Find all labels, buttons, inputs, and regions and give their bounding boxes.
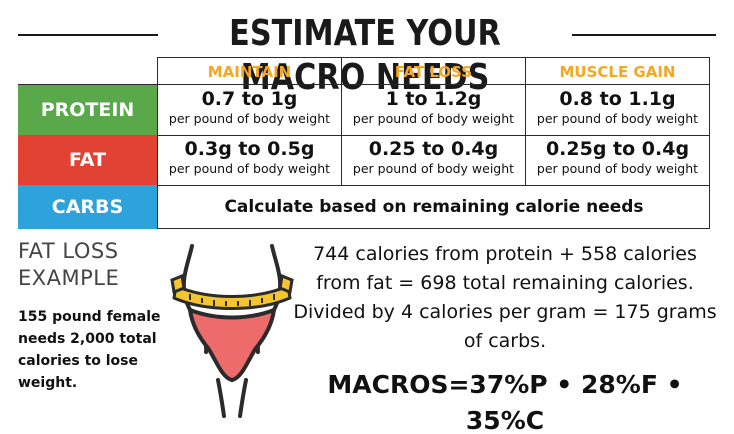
title-row: ESTIMATE YOUR MACRO NEEDS xyxy=(0,8,734,98)
cell-unit: per pound of body weight xyxy=(536,161,699,176)
cell-value: 0.25g to 0.4g xyxy=(545,138,690,160)
macro-table: MAINTAIN FAT LOSS MUSCLE GAIN PROTEIN FA… xyxy=(18,57,710,229)
grid-line-col2 xyxy=(525,57,526,185)
cell-value: 0.7 to 1g xyxy=(201,88,298,110)
grid-line-row1 xyxy=(18,135,710,136)
grid-line-col1 xyxy=(341,57,342,185)
column-header-maintain: MAINTAIN xyxy=(207,63,292,81)
protein-muscle-gain-cell: 0.8 to 1.1g per pound of body weight xyxy=(526,87,709,127)
example-title-line-1: FAT LOSS xyxy=(18,239,119,263)
grid-line-col3 xyxy=(709,57,710,229)
body-measuring-tape-icon xyxy=(168,240,296,420)
calculation-line-1: 744 calories from protein + 558 calories xyxy=(313,243,697,265)
calculation-text: 744 calories from protein + 558 calories… xyxy=(292,240,718,356)
carbs-cell: Calculate based on remaining calorie nee… xyxy=(224,197,644,217)
grid-line-row2 xyxy=(18,185,710,186)
title-rule-left xyxy=(18,34,158,36)
cell-value: 0.8 to 1.1g xyxy=(559,88,676,110)
cell-value: 1 to 1.2g xyxy=(385,88,482,110)
calculation-line-2: from fat = 698 total remaining calories. xyxy=(316,272,694,294)
page-title: ESTIMATE YOUR MACRO NEEDS xyxy=(229,13,501,98)
protein-maintain-cell: 0.7 to 1g per pound of body weight xyxy=(158,87,341,127)
row-label-fat: FAT xyxy=(18,135,157,185)
fat-fat-loss-cell: 0.25 to 0.4g per pound of body weight xyxy=(342,137,525,177)
calculation-line-3: Divided by 4 calories per gram = 175 gra… xyxy=(293,301,717,323)
grid-line-top xyxy=(157,57,710,58)
cell-value: 0.25 to 0.4g xyxy=(368,138,499,160)
grid-line-header-bottom xyxy=(18,84,710,85)
title-rule-right xyxy=(572,34,716,36)
cell-unit: per pound of body weight xyxy=(352,161,515,176)
example-title: FAT LOSS EXAMPLE xyxy=(18,238,158,292)
grid-line-bottom xyxy=(18,228,710,229)
example-description: 155 pound female needs 2,000 total calor… xyxy=(18,309,161,391)
fat-muscle-gain-cell: 0.25g to 0.4g per pound of body weight xyxy=(526,137,709,177)
row-label-carbs: CARBS xyxy=(18,185,157,229)
protein-fat-loss-cell: 1 to 1.2g per pound of body weight xyxy=(342,87,525,127)
row-label-protein: PROTEIN xyxy=(18,85,157,135)
cell-value: 0.3g to 0.5g xyxy=(184,138,315,160)
cell-unit: per pound of body weight xyxy=(352,111,515,126)
column-header-fat-loss: FAT LOSS xyxy=(394,63,473,81)
cell-unit: per pound of body weight xyxy=(168,161,331,176)
example-title-line-2: EXAMPLE xyxy=(18,266,120,290)
macros-summary: MACROS=37%P • 28%F • 35%C xyxy=(327,370,683,434)
grid-line-col0 xyxy=(157,57,158,229)
cell-unit: per pound of body weight xyxy=(168,111,331,126)
cell-unit: per pound of body weight xyxy=(536,111,699,126)
column-header-muscle-gain: MUSCLE GAIN xyxy=(559,63,676,81)
fat-maintain-cell: 0.3g to 0.5g per pound of body weight xyxy=(158,137,341,177)
calculation-line-4: of carbs. xyxy=(463,330,547,352)
